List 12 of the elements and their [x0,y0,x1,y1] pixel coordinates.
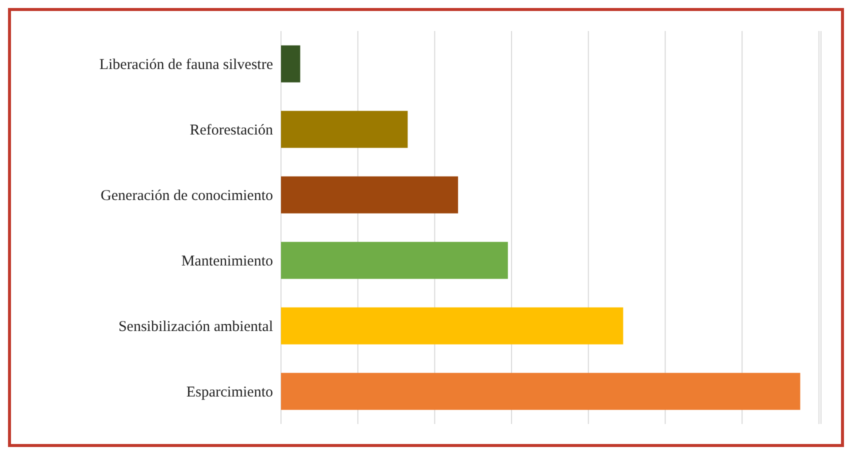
y-tick-label: Mantenimiento [181,254,273,270]
y-tick-label: Liberación de fauna silvestre [99,57,274,74]
y-tick-label: Generación de conocimiento [100,188,273,204]
y-tick-label: Esparcimiento [186,384,273,401]
bar [281,242,508,279]
bar [281,45,300,82]
bar [281,307,624,344]
y-tick-label: Sensibilización ambiental [118,319,273,336]
y-tick-label: Reforestación [190,122,274,139]
bar [281,110,408,148]
bar [281,372,800,410]
bar [281,176,458,214]
